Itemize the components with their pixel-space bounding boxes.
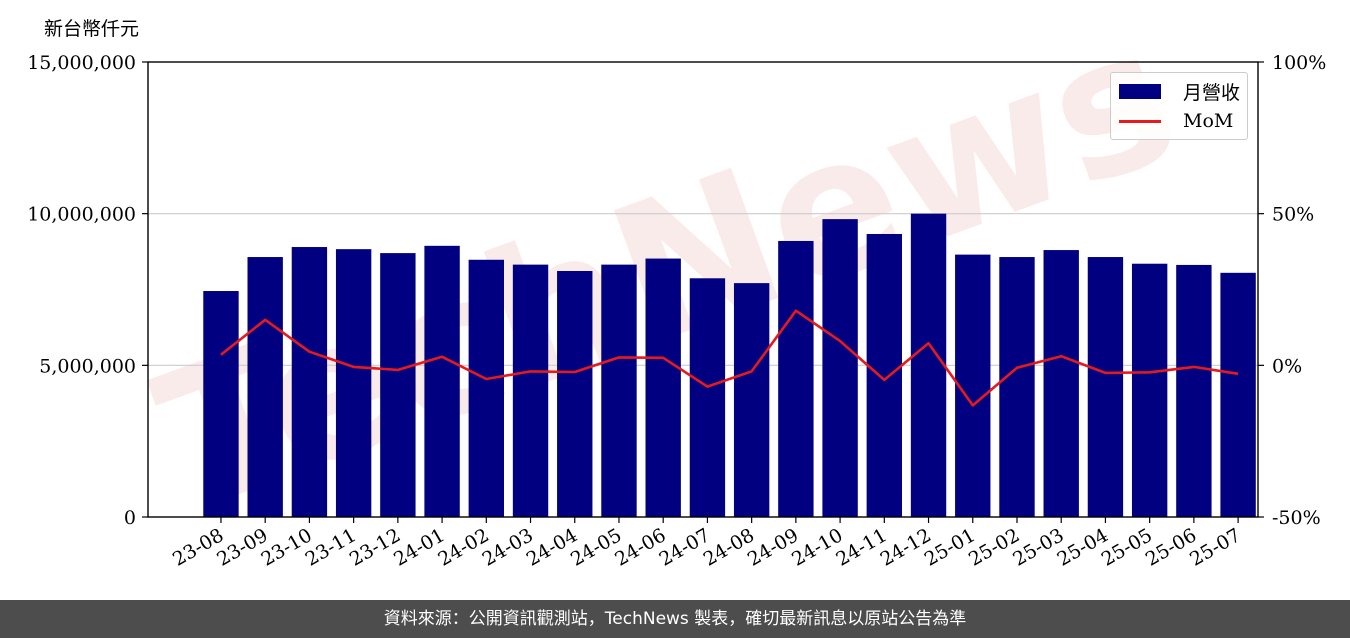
y-right-tick-label: 50% (1272, 204, 1314, 226)
revenue-bar (424, 245, 460, 517)
revenue-bar (1220, 272, 1256, 517)
revenue-bar (335, 249, 372, 517)
revenue-chart: TechNews05,000,00010,000,00015,000,000-5… (27, 0, 1326, 571)
y-right-tick-label: 0% (1272, 355, 1302, 377)
revenue-bar (1087, 257, 1124, 517)
chart-legend: 月營收 MoM (1110, 72, 1248, 140)
revenue-bar (512, 264, 549, 517)
revenue-bar (601, 264, 637, 517)
revenue-bar (557, 270, 593, 517)
revenue-bar (1131, 263, 1168, 517)
source-footer: 資料來源：公開資訊觀測站，TechNews 製表，確切最新訊息以原站公告為準 (0, 600, 1350, 638)
legend-label-revenue: 月營收 (1183, 81, 1241, 104)
plot-frame (147, 61, 1259, 518)
y-right-tick-label: 100% (1272, 52, 1326, 74)
revenue-bar (778, 240, 814, 517)
revenue-bar (955, 254, 991, 517)
revenue-bar (247, 257, 283, 517)
y-axis-unit-label: 新台幣仟元 (44, 18, 140, 40)
revenue-bar (1043, 250, 1079, 518)
revenue-bar (689, 278, 726, 517)
legend-item-revenue: 月營收 (1119, 78, 1240, 104)
y-left-tick-label: 15,000,000 (27, 52, 136, 74)
revenue-bar (645, 258, 681, 517)
legend-label-mom: MoM (1183, 110, 1234, 132)
legend-bar-swatch (1119, 83, 1161, 99)
revenue-bar (733, 283, 770, 517)
revenue-bar (999, 257, 1035, 517)
x-tick-label: 25-07 (1186, 524, 1244, 570)
mom-line (220, 309, 1239, 407)
revenue-bar (380, 253, 416, 517)
revenue-bar (910, 213, 947, 517)
revenue-bar (291, 247, 328, 518)
revenue-bar (468, 259, 504, 517)
legend-line-swatch (1119, 119, 1161, 123)
y-left-tick-label: 5,000,000 (39, 355, 136, 377)
revenue-bar (1176, 264, 1212, 517)
revenue-bar (822, 219, 858, 518)
y-left-tick-label: 10,000,000 (27, 204, 136, 226)
revenue-bar (203, 291, 239, 517)
y-right-tick-label: -50% (1272, 507, 1321, 529)
revenue-bar (866, 233, 903, 518)
y-left-tick-label: 0 (124, 507, 136, 529)
legend-item-mom: MoM (1119, 108, 1233, 134)
